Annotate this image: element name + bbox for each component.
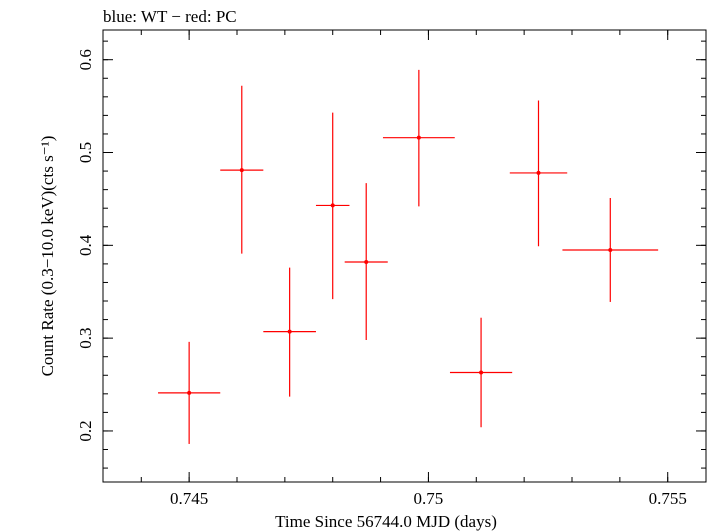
plot-frame: [102, 29, 707, 483]
axis-ticks: [103, 30, 706, 482]
x-tick-label: 0.755: [649, 489, 687, 508]
data-marker: [608, 247, 613, 252]
data-marker: [416, 135, 421, 140]
x-tick-label: 0.745: [170, 489, 208, 508]
data-point: [562, 197, 659, 302]
data-marker: [287, 329, 292, 334]
data-point: [344, 183, 388, 340]
data-point: [382, 69, 455, 207]
data-marker: [536, 170, 541, 175]
y-tick-label: 0.5: [76, 142, 95, 163]
data-points: [158, 69, 659, 444]
x-tick-label: 0.75: [414, 489, 444, 508]
y-tick-label: 0.3: [76, 328, 95, 349]
data-point: [158, 341, 221, 444]
y-axis-label: Count Rate (0.3−10.0 keV)(cts s⁻¹): [38, 136, 57, 377]
data-point: [315, 112, 350, 300]
data-point: [449, 317, 513, 428]
data-point: [263, 267, 316, 397]
chart-title: blue: WT − red: PC: [103, 7, 237, 26]
data-marker: [239, 168, 244, 173]
y-tick-labels: 0.2 0.3 0.4 0.5 0.6: [76, 49, 95, 442]
x-axis-label: Time Since 56744.0 MJD (days): [275, 512, 497, 531]
y-tick-label: 0.6: [76, 49, 95, 70]
data-point: [220, 85, 264, 254]
y-tick-label: 0.4: [76, 234, 95, 256]
data-marker: [364, 260, 369, 265]
data-marker: [187, 390, 192, 395]
data-marker: [479, 370, 484, 375]
data-marker: [330, 203, 335, 208]
x-tick-labels: 0.745 0.75 0.755: [170, 489, 687, 508]
data-point: [509, 100, 568, 247]
y-tick-label: 0.2: [76, 420, 95, 441]
